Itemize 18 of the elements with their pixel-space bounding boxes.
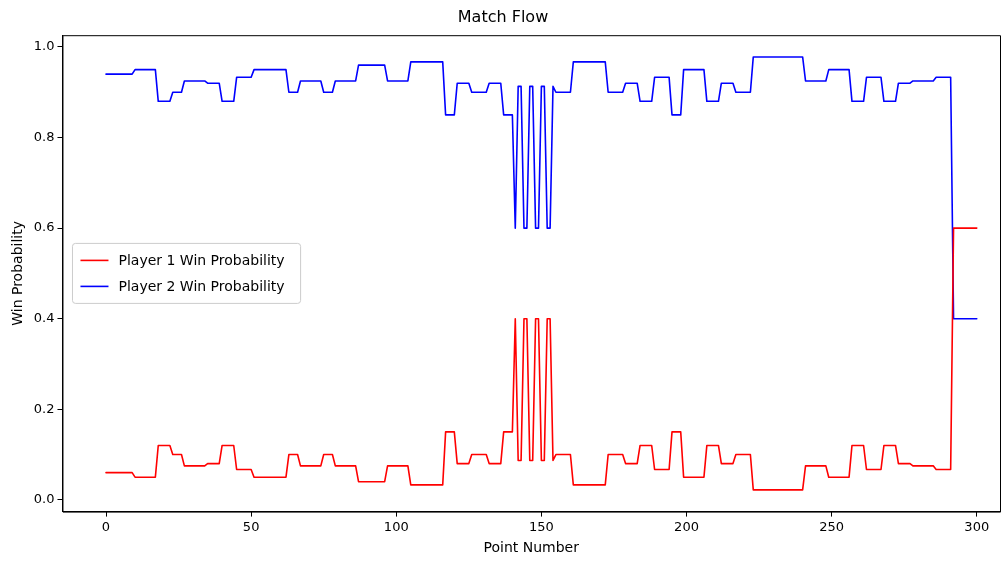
legend-label: Player 1 Win Probability (118, 252, 285, 269)
legend-label: Player 2 Win Probability (118, 278, 285, 295)
x-tick-label: 250 (819, 518, 845, 534)
y-axis-title: Win Probability (9, 221, 26, 326)
x-tick-label: 0 (101, 518, 111, 534)
chart-title: Match Flow (457, 6, 549, 26)
x-axis-title: Point Number (483, 539, 580, 556)
x-tick-label: 150 (528, 518, 554, 534)
y-tick-label: 0.8 (33, 128, 55, 144)
x-tick-label: 100 (383, 518, 409, 534)
y-tick-label: 0.6 (33, 219, 55, 235)
y-tick-label: 1.0 (33, 38, 55, 54)
y-tick-label: 0.2 (33, 400, 55, 416)
x-tick-label: 200 (674, 518, 699, 534)
y-tick-label: 0.4 (33, 310, 55, 326)
y-tick-label: 0.0 (33, 491, 55, 507)
x-tick-label: 50 (242, 518, 260, 534)
x-tick-label: 300 (964, 518, 990, 534)
